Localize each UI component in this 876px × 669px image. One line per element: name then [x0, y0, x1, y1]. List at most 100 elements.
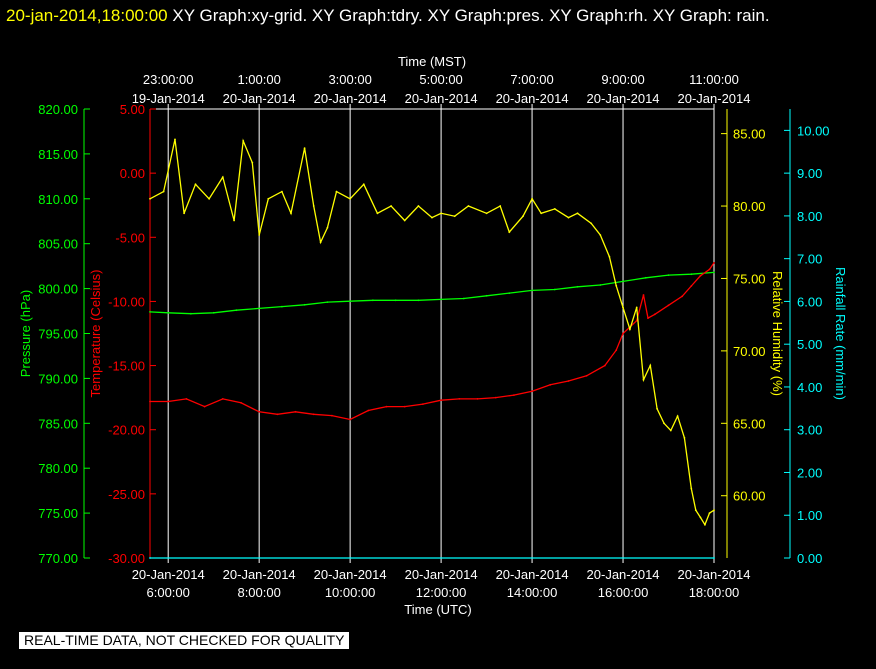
- bottom-tick-label: 20-Jan-2014: [314, 567, 387, 582]
- humidity-data-point: [567, 216, 570, 219]
- rain-tick-label: 10.00: [797, 123, 830, 138]
- rain-tick-label: 8.00: [797, 209, 822, 224]
- top-tick-label: 23:00:00: [143, 72, 194, 87]
- humidity-tick-label: 70.00: [733, 344, 766, 359]
- bottom-tick-label: 8:00:00: [237, 585, 280, 600]
- temperature-data-point: [276, 413, 279, 416]
- humidity-data-point: [233, 219, 236, 222]
- bottom-tick-label: 20-Jan-2014: [587, 567, 660, 582]
- rain-data-point: [713, 557, 715, 559]
- pressure-data-point: [553, 288, 556, 291]
- temperature-data-point: [635, 319, 638, 322]
- top-axis-title: Time (MST): [398, 54, 466, 69]
- humidity-data-point: [376, 212, 379, 215]
- humidity-data-point: [531, 197, 533, 200]
- pressure-tick-label: 785.00: [38, 416, 78, 431]
- humidity-data-point: [683, 436, 686, 439]
- humidity-data-point: [390, 205, 392, 207]
- temperature-data-point: [167, 400, 170, 403]
- pressure-data-point: [303, 303, 306, 306]
- humidity-data-point: [663, 422, 665, 425]
- rain-tick-label: 5.00: [797, 337, 822, 352]
- pressure-data-point: [485, 294, 488, 297]
- pressure-data-point: [417, 299, 420, 302]
- temperature-data-point: [258, 410, 261, 413]
- temperature-tick-label: -15.00: [108, 359, 145, 374]
- temperature-series-line: [150, 262, 715, 421]
- pressure-data-point: [667, 274, 670, 276]
- temperature-data-point: [713, 262, 715, 264]
- humidity-data-point: [704, 523, 706, 526]
- pressure-tick-label: 775.00: [38, 506, 78, 521]
- temperature-data-point: [494, 396, 497, 399]
- humidity-data-point: [708, 512, 711, 514]
- pressure-data-point: [349, 300, 351, 303]
- humidity-tick-label: 75.00: [733, 271, 766, 286]
- humidity-data-point: [335, 190, 338, 193]
- pressure-data-point: [531, 289, 533, 292]
- humidity-data-point: [635, 306, 638, 309]
- humidity-data-point: [615, 284, 618, 287]
- humidity-data-point: [649, 364, 652, 367]
- humidity-data-point: [251, 161, 254, 164]
- humidity-data-point: [608, 255, 611, 258]
- top-tick-label: 5:00:00: [419, 72, 462, 87]
- top-tick-label: 20-Jan-2014: [587, 91, 660, 106]
- temperature-data-point: [708, 268, 711, 271]
- humidity-tick-label: 80.00: [733, 199, 766, 214]
- pressure-axis-title: Pressure (hPa): [18, 290, 33, 377]
- humidity-data-point: [349, 197, 351, 200]
- pressure-tick-label: 810.00: [38, 192, 78, 207]
- bottom-tick-label: 18:00:00: [689, 585, 740, 600]
- temperature-data-point: [531, 390, 533, 393]
- temperature-data-point: [549, 383, 552, 386]
- temperature-data-point: [367, 409, 370, 412]
- rain-tick-label: 3.00: [797, 423, 822, 438]
- humidity-data-point: [499, 205, 502, 207]
- temperature-axis-title: Temperature (Celsius): [88, 270, 103, 398]
- humidity-data-point: [242, 140, 245, 142]
- pressure-tick-label: 800.00: [38, 282, 78, 297]
- pressure-data-point: [167, 311, 170, 314]
- top-tick-label: 9:00:00: [601, 72, 644, 87]
- top-tick-label: 20-Jan-2014: [223, 91, 296, 106]
- temperature-data-point: [185, 398, 188, 400]
- temperature-data-point: [240, 401, 242, 404]
- pressure-data-point: [235, 309, 238, 312]
- temperature-data-point: [622, 332, 624, 335]
- temperature-data-point: [699, 274, 702, 277]
- rain-data-point: [149, 557, 151, 559]
- pressure-data-point: [372, 299, 374, 302]
- quality-notice: REAL-TIME DATA, NOT CHECKED FOR QUALITY: [19, 632, 350, 649]
- humidity-data-point: [258, 234, 261, 236]
- humidity-data-point: [599, 234, 602, 236]
- humidity-data-point: [194, 183, 197, 186]
- humidity-data-point: [312, 205, 315, 207]
- humidity-data-point: [629, 328, 631, 331]
- rain-tick-label: 7.00: [797, 252, 822, 267]
- bottom-tick-label: 12:00:00: [416, 585, 467, 600]
- temperature-data-point: [440, 399, 442, 402]
- top-tick-label: 3:00:00: [328, 72, 371, 87]
- rain-tick-label: 6.00: [797, 294, 822, 309]
- rain-tick-label: 9.00: [797, 166, 822, 181]
- graph-titles: XY Graph:xy-grid. XY Graph:tdry. XY Grap…: [172, 6, 770, 25]
- humidity-data-point: [221, 176, 224, 179]
- pressure-data-point: [394, 299, 397, 302]
- humidity-tick-label: 85.00: [733, 127, 766, 142]
- temperature-data-point: [642, 294, 645, 296]
- temperature-data-point: [294, 410, 297, 413]
- bottom-tick-label: 20-Jan-2014: [496, 567, 569, 582]
- humidity-data-point: [467, 205, 470, 207]
- bottom-tick-label: 20-Jan-2014: [405, 567, 478, 582]
- temperature-tick-label: -5.00: [115, 230, 145, 245]
- humidity-series-line: [149, 138, 715, 527]
- pressure-tick-label: 790.00: [38, 371, 78, 386]
- humidity-data-point: [713, 509, 715, 512]
- top-tick-label: 11:00:00: [689, 72, 739, 87]
- temperature-data-point: [654, 313, 656, 316]
- humidity-data-point: [183, 212, 186, 215]
- temperature-data-point: [331, 414, 333, 417]
- temperature-data-point: [615, 349, 618, 352]
- pressure-data-point: [713, 271, 715, 274]
